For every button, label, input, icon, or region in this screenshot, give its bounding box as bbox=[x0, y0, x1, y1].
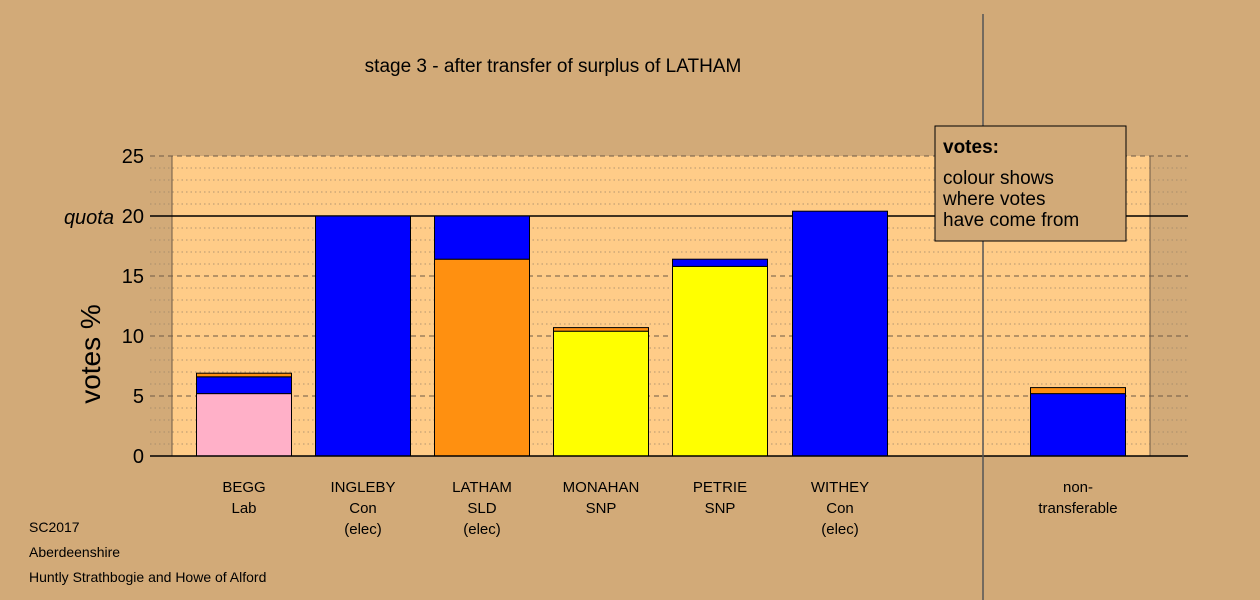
legend-text-line: have come from bbox=[943, 210, 1079, 231]
quota-label: quota bbox=[64, 207, 114, 229]
bar-stack bbox=[315, 215, 411, 457]
footer: SC2017 Aberdeenshire Huntly Strathbogie an… bbox=[29, 519, 266, 585]
y-tick-label: 10 bbox=[122, 326, 144, 348]
legend-text-line: colour shows bbox=[943, 168, 1054, 189]
x-tick-label: Con bbox=[826, 500, 854, 517]
x-tick-label: LATHAM bbox=[452, 479, 512, 496]
y-axis-ticks: 0 5 10 15 20 25 bbox=[122, 146, 144, 468]
x-tick-label: non- bbox=[1063, 479, 1093, 496]
legend-text-line: where votes bbox=[942, 189, 1045, 210]
bar-segment bbox=[672, 265, 768, 457]
x-tick-label: SNP bbox=[705, 500, 736, 517]
chart-title: stage 3 - after transfer of surplus of L… bbox=[365, 56, 742, 77]
legend-title: votes: bbox=[943, 137, 999, 158]
bar-segment bbox=[553, 330, 649, 457]
footer-text-line: Aberdeenshire bbox=[29, 544, 120, 560]
bar-stack bbox=[1030, 387, 1126, 457]
x-tick-label: transferable bbox=[1038, 500, 1117, 517]
bar-stack bbox=[792, 210, 888, 457]
footer-text-line: Huntly Strathbogie and Howe of Alford bbox=[29, 569, 266, 585]
x-axis-labels: BEGG Lab INGLEBY Con (elec) LATHAM SLD (elec) MO… bbox=[222, 479, 1117, 538]
bar-segment bbox=[792, 210, 888, 457]
bar-segment bbox=[434, 258, 530, 457]
y-axis-label: votes % bbox=[75, 304, 106, 404]
x-tick-label: (elec) bbox=[344, 521, 382, 538]
y-tick-label: 15 bbox=[122, 266, 144, 288]
x-tick-label: (elec) bbox=[821, 521, 859, 538]
bar-stack bbox=[672, 258, 768, 457]
footer-text-line: SC2017 bbox=[29, 519, 80, 535]
y-tick-label: 20 bbox=[122, 206, 144, 228]
x-tick-label: SNP bbox=[586, 500, 617, 517]
bar-stack bbox=[553, 327, 649, 457]
x-tick-label: MONAHAN bbox=[563, 479, 640, 496]
x-tick-label: (elec) bbox=[463, 521, 501, 538]
bar-segment bbox=[1030, 387, 1126, 395]
x-tick-label: Lab bbox=[231, 500, 256, 517]
bar-segment bbox=[672, 258, 768, 267]
bars bbox=[196, 210, 1126, 457]
x-tick-label: SLD bbox=[467, 500, 496, 517]
y-tick-label: 25 bbox=[122, 146, 144, 168]
bar-stack bbox=[434, 215, 530, 457]
bar-stack bbox=[196, 372, 292, 457]
bar-segment bbox=[1030, 393, 1126, 457]
x-tick-label: BEGG bbox=[222, 479, 265, 496]
y-tick-label: 5 bbox=[133, 386, 144, 408]
bar-segment bbox=[434, 215, 530, 260]
bar-segment bbox=[315, 215, 411, 457]
bar-segment bbox=[196, 372, 292, 378]
bar-segment bbox=[196, 393, 292, 457]
x-tick-label: PETRIE bbox=[693, 479, 747, 496]
bar-segment bbox=[553, 327, 649, 332]
bar-segment bbox=[196, 376, 292, 395]
x-tick-label: WITHEY bbox=[811, 479, 869, 496]
y-tick-label: 0 bbox=[133, 446, 144, 468]
x-tick-label: Con bbox=[349, 500, 377, 517]
x-tick-label: INGLEBY bbox=[330, 479, 395, 496]
